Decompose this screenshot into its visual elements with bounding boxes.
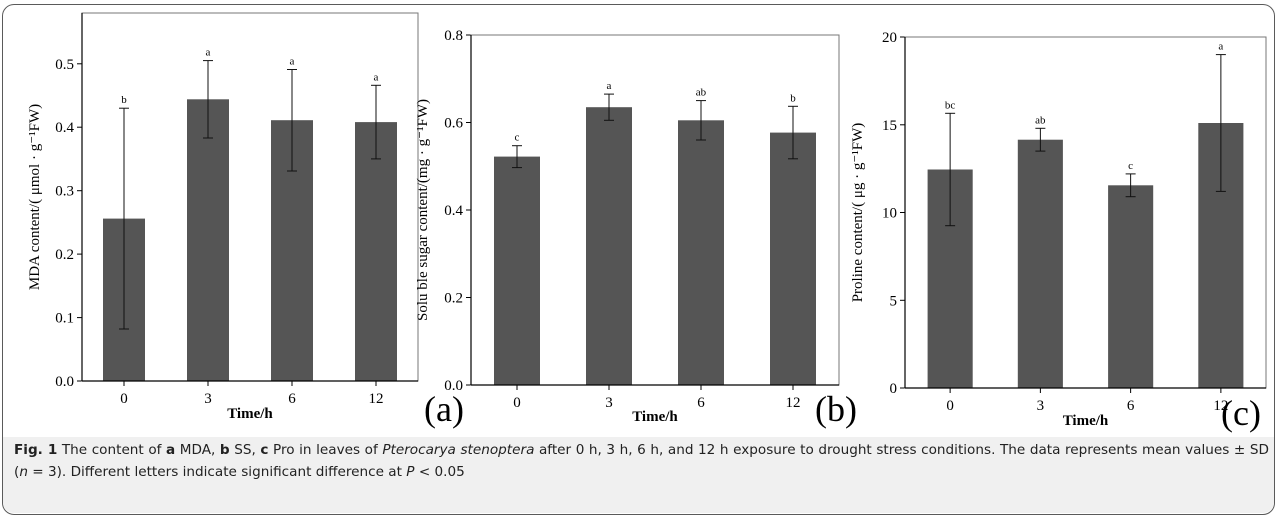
- caption-text-2: MDA,: [175, 442, 220, 458]
- significance-label: ab: [1035, 114, 1046, 126]
- bar: [1017, 139, 1063, 388]
- x-tick-label: 12: [1213, 398, 1228, 414]
- bar: [770, 132, 816, 385]
- significance-label: b: [790, 92, 796, 104]
- y-tick-label: 0.8: [444, 28, 463, 44]
- x-axis-label: Time/h: [227, 406, 273, 422]
- y-tick-label: 0.0: [55, 374, 74, 390]
- significance-label: ab: [696, 87, 707, 99]
- y-tick-label: 5: [890, 293, 898, 309]
- caption-text-6: = 3). Different letters indicate signifi…: [27, 464, 407, 480]
- x-tick-label: 6: [1127, 398, 1135, 414]
- panel-label: (b): [815, 389, 857, 429]
- significance-label: a: [290, 56, 295, 68]
- x-axis-label: Time/h: [632, 409, 678, 425]
- y-tick-label: 0.2: [55, 247, 74, 263]
- caption-fig-label: Fig. 1: [14, 442, 58, 458]
- bar: [355, 122, 397, 381]
- x-tick-label: 6: [288, 391, 296, 407]
- x-axis-label: Time/h: [1063, 413, 1109, 429]
- y-tick-label: 10: [882, 206, 897, 222]
- panel-label: (a): [424, 389, 464, 429]
- significance-label: c: [1128, 160, 1133, 172]
- bar: [1108, 185, 1154, 388]
- y-tick-label: 0.6: [444, 116, 463, 132]
- y-tick-label: 0.2: [444, 291, 463, 307]
- significance-label: a: [1218, 41, 1223, 53]
- caption-background: [3, 437, 1274, 513]
- caption-p: P: [406, 464, 415, 480]
- caption-species: Pterocarya stenoptera: [382, 442, 535, 458]
- bar: [586, 107, 632, 385]
- y-tick-label: 0.3: [55, 184, 74, 200]
- significance-label: a: [607, 80, 612, 92]
- figure-frame: [2, 4, 1275, 515]
- caption-text-4: Pro in leaves of: [268, 442, 383, 458]
- y-tick-label: 0.5: [55, 57, 74, 73]
- significance-label: b: [121, 94, 127, 106]
- y-tick-label: 0.4: [55, 120, 74, 136]
- x-tick-label: 3: [605, 395, 613, 411]
- x-tick-label: 0: [513, 395, 521, 411]
- panel-label: (c): [1221, 393, 1261, 433]
- y-tick-label: 0.4: [444, 203, 463, 219]
- y-tick-label: 0: [890, 381, 898, 397]
- x-tick-label: 6: [697, 395, 705, 411]
- y-tick-label: 0.0: [444, 378, 463, 394]
- bar: [678, 120, 724, 386]
- charts-area: b 0 a 3 a 6 a 12 0.0 0.1 0.2 0.3 0.4 0.5 Time/h MDA con…: [27, 12, 1267, 433]
- x-tick-label: 12: [369, 391, 384, 407]
- significance-label: c: [515, 132, 520, 144]
- y-axis-label: Proline content/( μg · g⁻¹FW): [850, 123, 866, 303]
- caption-panel-b: b: [219, 442, 230, 458]
- chart-panel-2: bc 0 ab 3 c 6 a 12 0 5 10 15 20 Time/h Proline content…: [850, 30, 1267, 433]
- x-tick-label: 3: [204, 391, 212, 407]
- caption-text-5: after 0 h, 3 h, 6 h, and 12 h exposure t…: [14, 442, 1269, 480]
- x-tick-label: 12: [786, 395, 801, 411]
- y-tick-label: 20: [882, 30, 897, 46]
- significance-label: a: [206, 47, 211, 59]
- caption-text-7: < 0.05: [414, 464, 465, 480]
- chart-panel-0: b 0 a 3 a 6 a 12 0.0 0.1 0.2 0.3 0.4 0.5 Time/h MDA con…: [27, 12, 464, 429]
- caption-text-3: SS,: [229, 442, 261, 458]
- x-tick-label: 0: [120, 391, 128, 407]
- y-tick-label: 0.1: [55, 311, 74, 327]
- bar: [187, 99, 229, 382]
- bar: [494, 156, 540, 385]
- figure-caption: Fig. 1 The content of a MDA, b SS, c Pro…: [14, 439, 1269, 483]
- x-tick-label: 0: [946, 398, 954, 414]
- caption-n: n: [19, 464, 28, 480]
- caption-panel-a: a: [166, 442, 176, 458]
- significance-label: a: [374, 71, 379, 83]
- caption-text-1: The content of: [57, 442, 166, 458]
- x-tick-label: 3: [1037, 398, 1045, 414]
- y-axis-label: MDA content/( μmol · g⁻¹FW): [27, 104, 43, 290]
- significance-label: bc: [945, 99, 956, 111]
- y-axis-label: Solu ble sugar content/(mg · g⁻¹FW): [415, 99, 431, 321]
- chart-panel-1: c 0 a 3 ab 6 b 12 0.0 0.2 0.4 0.6 0.8 Time/h Solu ble …: [415, 28, 857, 429]
- y-tick-label: 15: [882, 118, 897, 134]
- caption-panel-c: c: [260, 442, 269, 458]
